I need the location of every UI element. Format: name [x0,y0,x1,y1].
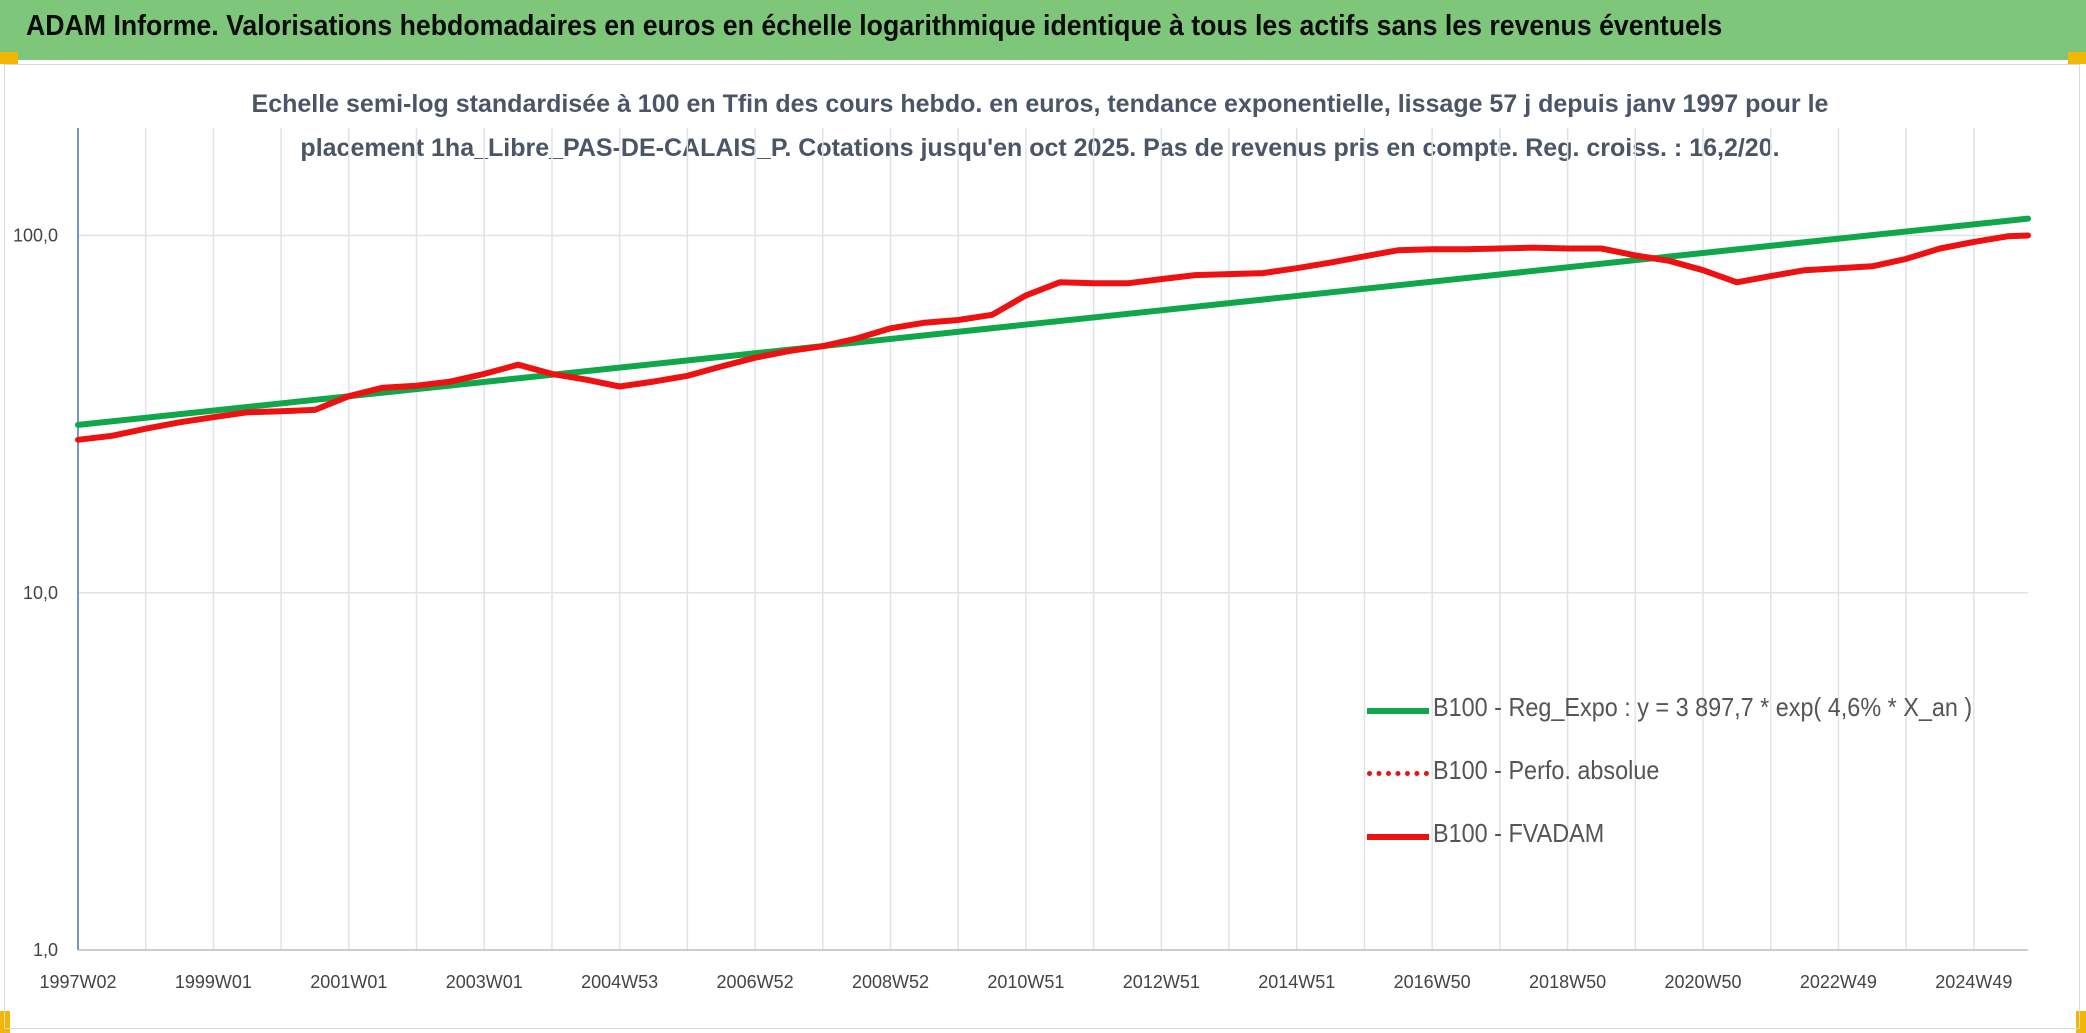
x-tick-label: 2010W51 [987,972,1064,992]
corner-mark-top-right [2068,52,2086,64]
x-tick-label: 1999W01 [175,972,252,992]
x-tick-label: 2018W50 [1529,972,1606,992]
x-tick-label: 2006W52 [717,972,794,992]
x-tick-label: 2024W49 [1935,972,2012,992]
chart-title-line-2: placement 1ha_Libre_PAS-DE-CALAIS_P. Cot… [300,134,1780,162]
y-tick-label: 1,0 [33,940,58,960]
x-tick-label: 2020W50 [1664,972,1741,992]
x-tick-label: 2001W01 [310,972,387,992]
x-tick-label: 2003W01 [446,972,523,992]
corner-mark-bottom-left [0,1011,10,1033]
tick-labels: 1,0 10,0 100,0 1997W02 1999W01 2001W01 2003W01… [13,226,2012,992]
legend-label-fvadam: B100 - FVADAM [1433,818,1605,848]
x-tick-label: 2008W52 [852,972,929,992]
legend-label-reg-expo: B100 - Reg_Expo : y = 3 897,7 * exp( 4,6… [1433,692,1973,722]
corner-mark-bottom-right [2076,1011,2086,1033]
chart-frame [4,64,2080,1029]
y-tick-label: 100,0 [13,226,58,246]
legend-swatch-dotted-red [1367,771,1429,776]
corner-mark-top-left [0,52,18,64]
axes [77,128,2028,951]
series-line-2 [75,232,2031,443]
x-tick-label: 2004W53 [581,972,658,992]
series-layer [75,215,2031,443]
legend-swatch-green [1367,708,1429,714]
x-tick-label: 2022W49 [1800,972,1877,992]
series-line-0 [75,215,2031,428]
x-tick-label: 2012W51 [1123,972,1200,992]
y-tick-label: 10,0 [23,583,58,603]
legend-swatch-red [1367,834,1429,840]
report-title: ADAM Informe. Valorisations hebdomadaire… [26,10,1723,42]
x-tick-label: 2016W50 [1394,972,1471,992]
chart-title-line-1: Echelle semi-log standardisée à 100 en T… [251,90,1829,118]
legend-label-perfo-absolue: B100 - Perfo. absolue [1433,755,1660,785]
x-tick-label: 2014W51 [1258,972,1335,992]
x-tick-label: 1997W02 [39,972,116,992]
report-header: ADAM Informe. Valorisations hebdomadaire… [0,0,2086,60]
gridlines [78,128,2028,951]
